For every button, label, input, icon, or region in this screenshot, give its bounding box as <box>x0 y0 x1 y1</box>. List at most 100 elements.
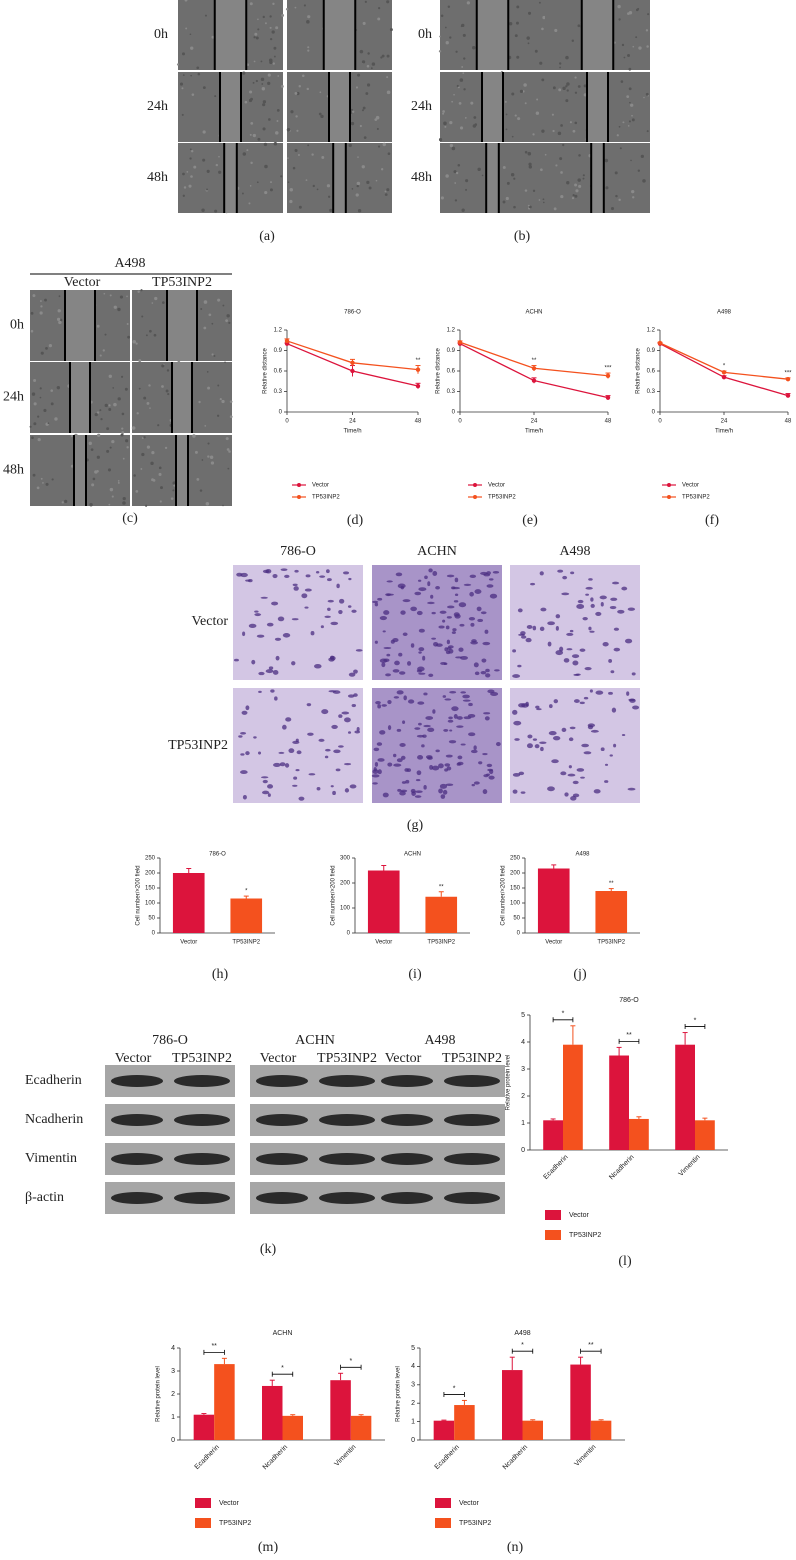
cell-speck <box>370 67 373 70</box>
bar <box>454 1405 475 1440</box>
wound-gap <box>591 143 604 213</box>
cell <box>595 690 604 695</box>
y-tick-label: 0.9 <box>647 348 656 354</box>
cell-speck <box>534 49 538 53</box>
cell <box>609 754 613 757</box>
cell-speck <box>225 437 229 441</box>
cell-speck <box>527 42 530 45</box>
row-label: 48h <box>147 170 168 185</box>
significance: * <box>521 1342 524 1349</box>
cell-speck <box>386 0 390 4</box>
cell-speck <box>161 364 165 368</box>
cell <box>457 755 463 760</box>
cell <box>448 648 454 654</box>
band <box>381 1114 433 1126</box>
cell-speck <box>262 127 266 131</box>
significance: ** <box>532 358 537 364</box>
bar <box>350 1415 372 1440</box>
cell <box>403 695 407 701</box>
cell-speck <box>627 53 631 57</box>
data-point <box>415 383 421 389</box>
cell-speck <box>364 0 367 3</box>
cell-speck <box>466 1 470 5</box>
cell <box>611 707 617 713</box>
cell <box>490 691 499 696</box>
cell <box>456 762 461 766</box>
cell-speck <box>104 333 107 336</box>
cell <box>604 780 609 783</box>
bar <box>330 1380 351 1440</box>
cell-speck <box>172 489 175 492</box>
cell-speck <box>632 196 635 199</box>
y-tick-label: 3 <box>411 1382 415 1389</box>
cell-speck <box>380 56 383 59</box>
cell <box>256 634 265 638</box>
cell-speck <box>367 52 370 55</box>
cell <box>417 579 422 582</box>
cell <box>325 748 331 752</box>
significance: ** <box>588 1342 594 1349</box>
cell <box>376 742 383 746</box>
cell-speck <box>506 181 510 185</box>
panel-label: (i) <box>408 967 422 982</box>
cell <box>579 648 586 652</box>
cell-speck <box>574 194 578 198</box>
cell-speck <box>292 166 296 170</box>
cell-speck <box>264 22 267 25</box>
legend-marker <box>473 483 477 487</box>
cell <box>407 661 412 666</box>
cell <box>568 765 572 769</box>
cell <box>348 577 352 581</box>
cell-speck <box>504 100 507 103</box>
cell-speck <box>524 189 528 192</box>
cell-speck <box>201 208 205 212</box>
cell-speck <box>357 209 362 213</box>
cell <box>402 599 411 603</box>
cell <box>628 698 636 702</box>
cell <box>319 575 326 578</box>
cell-speck <box>453 170 457 174</box>
cell <box>374 640 378 644</box>
cell-speck <box>182 194 185 197</box>
cell <box>462 699 471 702</box>
cell <box>273 762 281 768</box>
cell <box>402 720 406 725</box>
legend-swatch <box>195 1518 211 1528</box>
cell-speck <box>351 110 355 113</box>
cell <box>470 622 475 627</box>
cell-speck <box>281 13 285 17</box>
cell-speck <box>58 295 61 298</box>
cell-speck <box>645 92 649 96</box>
cell <box>415 790 423 794</box>
cell-speck <box>158 472 162 476</box>
cell-speck <box>133 474 136 477</box>
cell-speck <box>559 66 561 69</box>
cell <box>539 741 547 745</box>
cell <box>338 745 344 748</box>
cell <box>278 751 285 754</box>
significance: ** <box>211 1343 217 1350</box>
panel-label: (l) <box>618 1254 632 1269</box>
cell <box>349 784 357 789</box>
bar <box>367 870 400 933</box>
cell-speck <box>307 15 311 19</box>
cell <box>310 631 315 636</box>
cell-speck <box>544 153 547 156</box>
cell <box>581 743 590 748</box>
cell <box>632 705 640 710</box>
cell-speck <box>306 87 310 91</box>
cell-speck <box>355 86 359 89</box>
cell-speck <box>514 34 518 38</box>
cell-speck <box>577 85 581 88</box>
cell-speck <box>131 426 136 430</box>
cell <box>308 773 316 776</box>
legend-label: TP53INP2 <box>569 1232 601 1239</box>
cell-speck <box>261 87 266 91</box>
cell <box>463 583 472 586</box>
cell <box>258 690 262 693</box>
cell <box>316 787 321 791</box>
cell <box>399 743 406 747</box>
bar <box>537 868 570 933</box>
cell <box>242 631 246 637</box>
cell-speck <box>298 84 301 88</box>
